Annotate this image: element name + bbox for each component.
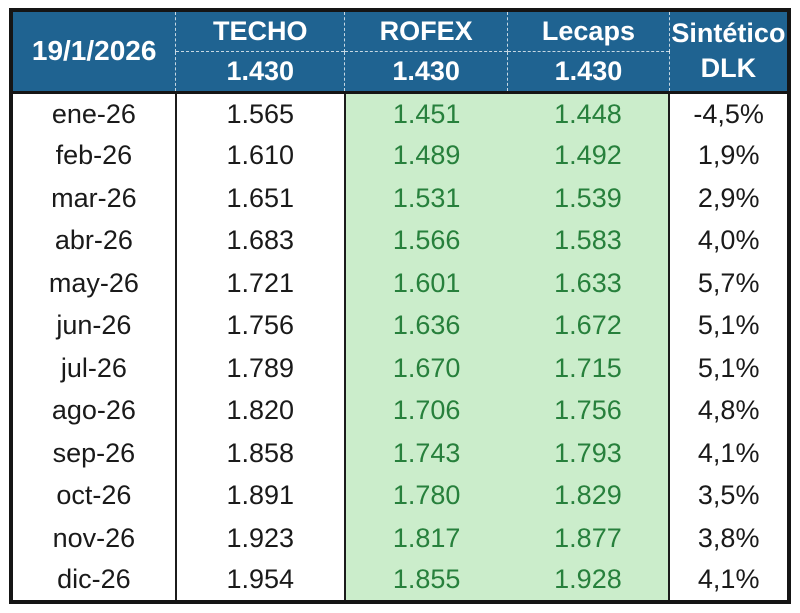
sintetico-dlk-cell: 5,1% [669,304,789,347]
month-cell: ago-26 [11,389,177,432]
sintetico-dlk-cell: 2,9% [669,177,789,220]
table-row: dic-26 1.954 1.855 1.928 4,1% [11,559,789,602]
lecaps-value-cell: 1.448 [507,92,671,135]
month-cell: ene-26 [11,92,177,135]
sintetico-dlk-cell: 3,5% [669,474,789,517]
lecaps-value-cell: 1.492 [507,134,671,177]
techo-value-cell: 1.565 [175,92,346,135]
rofex-value-cell: 1.743 [344,432,508,475]
header-col-lecaps: Lecaps [507,10,670,51]
table-row: nov-26 1.923 1.817 1.877 3,8% [11,517,789,560]
sintetico-dlk-cell: 5,7% [669,262,789,305]
header-row-labels: 19/1/2026 TECHO ROFEX Lecaps Sintético D… [11,10,789,92]
header-value-lecaps: 1.430 [507,50,670,92]
techo-value-cell: 1.820 [175,389,346,432]
month-cell: jul-26 [11,347,177,390]
techo-value-cell: 1.721 [175,262,346,305]
lecaps-value-cell: 1.672 [507,304,671,347]
header-col-sintetico-dlk: Sintético DLK [668,10,789,92]
lecaps-value-cell: 1.829 [507,474,671,517]
sintetico-dlk-cell: -4,5% [669,92,789,135]
techo-value-cell: 1.891 [175,474,346,517]
header-value-rofex: 1.430 [344,50,508,92]
header-sintetico-line2: DLK [700,53,757,84]
lecaps-value-cell: 1.793 [507,432,671,475]
header-row-values: 1.430 1.430 1.430 [11,50,789,92]
table-row: jul-26 1.789 1.670 1.715 5,1% [11,347,789,390]
sintetico-dlk-cell: 4,1% [669,559,789,602]
sintetico-dlk-cell: 4,1% [669,432,789,475]
techo-value-cell: 1.756 [175,304,346,347]
rofex-value-cell: 1.451 [344,92,508,135]
table-header: 19/1/2026 TECHO ROFEX Lecaps Sintético D… [11,10,789,92]
rofex-value-cell: 1.817 [344,517,508,560]
month-cell: dic-26 [11,559,177,602]
rofex-value-cell: 1.566 [344,219,508,262]
table-body: ene-26 1.565 1.451 1.448 -4,5% feb-26 1.… [11,92,789,602]
techo-value-cell: 1.610 [175,134,346,177]
table-row: ago-26 1.820 1.706 1.756 4,8% [11,389,789,432]
lecaps-value-cell: 1.756 [507,389,671,432]
month-cell: abr-26 [11,219,177,262]
table-row: abr-26 1.683 1.566 1.583 4,0% [11,219,789,262]
rofex-value-cell: 1.601 [344,262,508,305]
table-row: may-26 1.721 1.601 1.633 5,7% [11,262,789,305]
header-sintetico-line1: Sintético [671,18,786,49]
rates-table: 19/1/2026 TECHO ROFEX Lecaps Sintético D… [9,8,791,604]
techo-value-cell: 1.651 [175,177,346,220]
lecaps-value-cell: 1.583 [507,219,671,262]
lecaps-value-cell: 1.877 [507,517,671,560]
table-row: sep-26 1.858 1.743 1.793 4,1% [11,432,789,475]
header-value-techo: 1.430 [175,50,345,92]
techo-value-cell: 1.923 [175,517,346,560]
table-row: ene-26 1.565 1.451 1.448 -4,5% [11,92,789,135]
month-cell: nov-26 [11,517,177,560]
month-cell: may-26 [11,262,177,305]
techo-value-cell: 1.954 [175,559,346,602]
techo-value-cell: 1.683 [175,219,346,262]
techo-value-cell: 1.858 [175,432,346,475]
techo-value-cell: 1.789 [175,347,346,390]
month-cell: mar-26 [11,177,177,220]
table-row: oct-26 1.891 1.780 1.829 3,5% [11,474,789,517]
rofex-value-cell: 1.531 [344,177,508,220]
sintetico-dlk-cell: 3,8% [669,517,789,560]
header-col-rofex: ROFEX [344,10,508,51]
month-cell: sep-26 [11,432,177,475]
rofex-value-cell: 1.855 [344,559,508,602]
lecaps-value-cell: 1.633 [507,262,671,305]
table-row: jun-26 1.756 1.636 1.672 5,1% [11,304,789,347]
sintetico-dlk-cell: 1,9% [669,134,789,177]
rofex-value-cell: 1.706 [344,389,508,432]
table-row: mar-26 1.651 1.531 1.539 2,9% [11,177,789,220]
rofex-value-cell: 1.636 [344,304,508,347]
month-cell: oct-26 [11,474,177,517]
lecaps-value-cell: 1.539 [507,177,671,220]
sintetico-dlk-cell: 5,1% [669,347,789,390]
rofex-value-cell: 1.780 [344,474,508,517]
month-cell: feb-26 [11,134,177,177]
lecaps-value-cell: 1.928 [507,559,671,602]
table-row: feb-26 1.610 1.489 1.492 1,9% [11,134,789,177]
lecaps-value-cell: 1.715 [507,347,671,390]
header-col-techo: TECHO [175,10,345,51]
rofex-value-cell: 1.489 [344,134,508,177]
sintetico-dlk-cell: 4,0% [669,219,789,262]
sintetico-dlk-cell: 4,8% [669,389,789,432]
month-cell: jun-26 [11,304,177,347]
header-date: 19/1/2026 [11,10,176,92]
rofex-value-cell: 1.670 [344,347,508,390]
